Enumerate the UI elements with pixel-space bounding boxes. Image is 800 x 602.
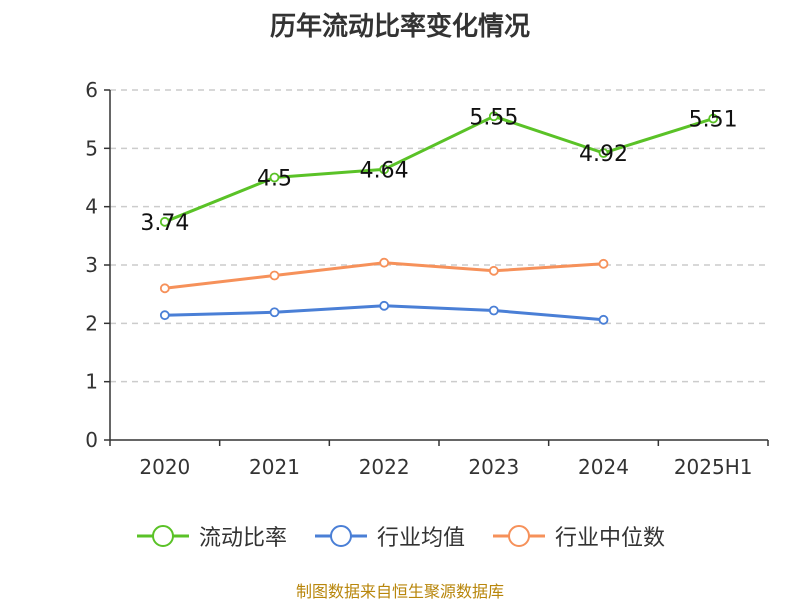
- x-tick-label-5: 2025H1: [674, 455, 753, 479]
- data-point-0-0: [159, 216, 170, 227]
- data-point-0-2: [379, 164, 390, 175]
- x-tick-label-4: 2024: [578, 455, 629, 479]
- chart-title: 历年流动比率变化情况: [269, 12, 530, 42]
- y-tick-label-4: 4: [85, 195, 98, 219]
- legend-swatch-icon: [314, 525, 367, 547]
- data-point-2-1: [269, 270, 280, 281]
- y-tick-label-5: 5: [85, 136, 98, 160]
- legend-label: 行业均值: [376, 526, 465, 551]
- y-tick-label-2: 2: [85, 311, 98, 335]
- y-tick-label-3: 3: [85, 253, 98, 277]
- data-point-0-4: [598, 148, 609, 158]
- x-tick-label-0: 2020: [139, 455, 190, 479]
- legend-item-1[interactable]: 行业均值: [313, 520, 465, 552]
- y-tick-label-1: 1: [85, 370, 98, 394]
- data-label-0-0: 3.74: [140, 211, 189, 236]
- data-point-1-4: [598, 314, 609, 325]
- data-point-2-0: [159, 283, 170, 294]
- series-line-0: [164, 114, 714, 224]
- series-lines: [159, 111, 719, 325]
- legend-item-2[interactable]: 行业中位数: [491, 520, 665, 552]
- data-point-2-4: [598, 258, 609, 269]
- data-point-1-0: [159, 310, 170, 321]
- y-tick-label-6: 6: [85, 78, 98, 102]
- data-point-0-3: [488, 111, 499, 122]
- x-tick-label-3: 2023: [468, 455, 519, 479]
- data-point-1-2: [379, 300, 390, 311]
- data-point-1-1: [269, 307, 280, 318]
- data-point-0-5: [708, 113, 719, 124]
- data-label-0-1: 4.5: [257, 167, 292, 192]
- data-label-0-4: 4.92: [579, 142, 628, 167]
- data-label-0-3: 5.55: [469, 105, 518, 130]
- data-point-2-3: [488, 265, 499, 276]
- legend-swatch-icon: [493, 525, 545, 547]
- data-labels: 3.74 4.5 4.64 5.55 4.92 5.51: [140, 105, 737, 236]
- data-label-0-5: 5.51: [689, 108, 738, 133]
- legend-label: 流动比率: [198, 526, 287, 551]
- y-tick-label-0: 0: [85, 428, 98, 452]
- legend-label: 行业中位数: [555, 526, 666, 551]
- axes: 0 1 2 3 4 5 6 2020 2021 2022 2023 2024 2025H1: [85, 78, 769, 479]
- legend: 流动比率 行业均值 行业中位数: [0, 520, 800, 552]
- data-point-1-3: [488, 305, 499, 316]
- x-tick-label-1: 2021: [249, 455, 300, 479]
- x-tick-label-2: 2022: [359, 455, 410, 479]
- data-label-0-2: 4.64: [360, 158, 409, 183]
- data-point-2-2: [379, 257, 390, 268]
- legend-swatch-icon: [136, 525, 189, 547]
- legend-item-0[interactable]: 流动比率: [135, 520, 287, 552]
- data-point-0-1: [269, 172, 280, 183]
- source-note: 制图数据来自恒生聚源数据库: [295, 582, 504, 601]
